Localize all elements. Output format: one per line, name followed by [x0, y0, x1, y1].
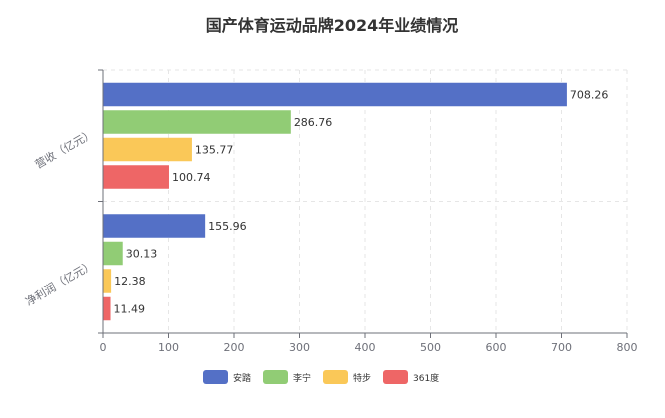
x-tick-label: 800	[617, 341, 638, 354]
legend-label: 特步	[353, 372, 371, 384]
bar-特步-1[interactable]	[103, 269, 112, 293]
legend-item-361度[interactable]: 361度	[383, 370, 439, 384]
bar-361度-0[interactable]	[103, 165, 169, 189]
data-label: 30.13	[126, 248, 158, 261]
legend-item-特步[interactable]: 特步	[323, 370, 371, 384]
legend-item-安踏[interactable]: 安踏	[203, 370, 251, 384]
data-label: 135.77	[195, 144, 234, 157]
data-label: 708.26	[570, 89, 609, 102]
x-tick-label: 300	[289, 341, 310, 354]
x-tick-label: 400	[355, 341, 376, 354]
bar-安踏-1[interactable]	[103, 214, 206, 238]
bar-李宁-0[interactable]	[103, 110, 291, 134]
legend-swatch	[323, 370, 348, 384]
bar-安踏-0[interactable]	[103, 82, 567, 107]
data-label: 155.96	[208, 220, 247, 233]
chart-title: 国产体育运动品牌2024年业绩情况	[206, 16, 459, 35]
bar-李宁-1[interactable]	[103, 241, 123, 266]
legend-swatch	[263, 370, 288, 384]
x-tick-label: 500	[420, 341, 441, 354]
x-tick-label: 200	[224, 341, 245, 354]
grid-lines	[103, 69, 628, 333]
x-tick-label: 700	[551, 341, 572, 354]
x-tick-label: 0	[100, 341, 107, 354]
x-tick-label: 100	[158, 341, 179, 354]
legend-label: 李宁	[293, 372, 311, 384]
legend[interactable]: 安踏 李宁 特步 361度	[203, 370, 439, 384]
data-label: 286.76	[294, 116, 333, 129]
data-label: 12.38	[114, 275, 146, 288]
legend-swatch	[203, 370, 228, 384]
bar-特步-0[interactable]	[103, 137, 192, 162]
x-tick-label: 600	[486, 341, 507, 354]
y-tick-label: 营收（亿元）	[32, 126, 96, 171]
bars: 708.26 286.76 135.77 100.74 155.96 30.13 12.38…	[103, 82, 609, 321]
bar-361度-1[interactable]	[103, 296, 111, 321]
data-label: 11.49	[114, 303, 145, 316]
legend-swatch	[383, 370, 408, 384]
y-tick-label: 净利润（亿元）	[23, 258, 97, 309]
data-label: 100.74	[172, 171, 211, 184]
legend-label: 361度	[413, 372, 439, 384]
legend-item-李宁[interactable]: 李宁	[263, 370, 311, 384]
legend-label: 安踏	[233, 372, 251, 384]
